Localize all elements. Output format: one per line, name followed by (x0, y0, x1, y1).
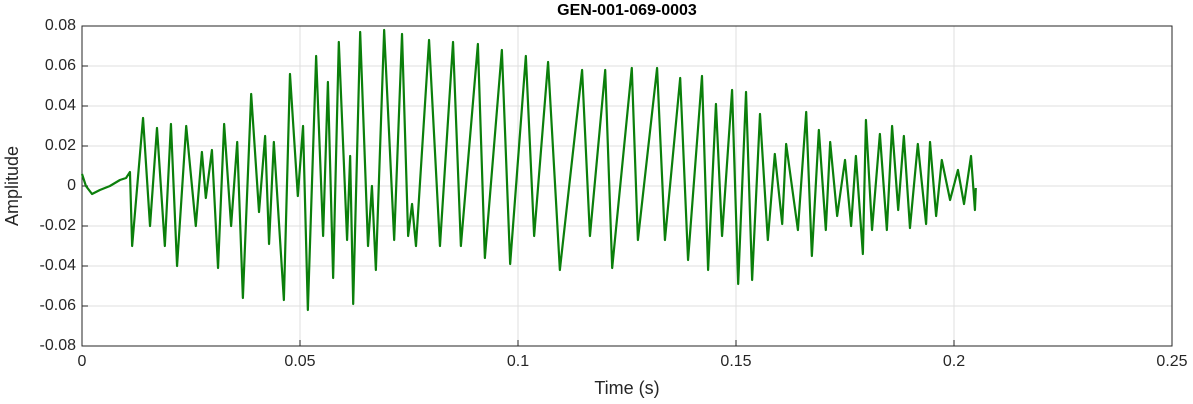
y-axis-label: Amplitude (2, 146, 22, 226)
chart-title: GEN-001-069-0003 (557, 2, 697, 19)
x-tick-label: 0.25 (1156, 353, 1187, 370)
y-tick-label: -0.08 (40, 337, 77, 354)
waveform-line (80, 28, 977, 312)
x-tick-label: 0 (78, 353, 87, 370)
y-tick-label: -0.02 (40, 217, 77, 234)
y-tick-label: 0 (67, 177, 76, 194)
x-tick-label: 0.15 (720, 353, 751, 370)
y-tick-label: -0.04 (40, 257, 77, 274)
x-tick-label: 0.05 (284, 353, 315, 370)
y-tick-label: 0.08 (45, 17, 76, 34)
x-axis-label: Time (s) (594, 378, 659, 398)
y-tick-label: -0.06 (40, 297, 77, 314)
y-tick-label: 0.06 (45, 57, 76, 74)
x-tick-label: 0.1 (507, 353, 529, 370)
y-tick-label: 0.04 (45, 97, 76, 114)
x-tick-label: 0.2 (943, 353, 965, 370)
y-tick-label: 0.02 (45, 137, 76, 154)
plot-frame (81, 25, 1173, 347)
